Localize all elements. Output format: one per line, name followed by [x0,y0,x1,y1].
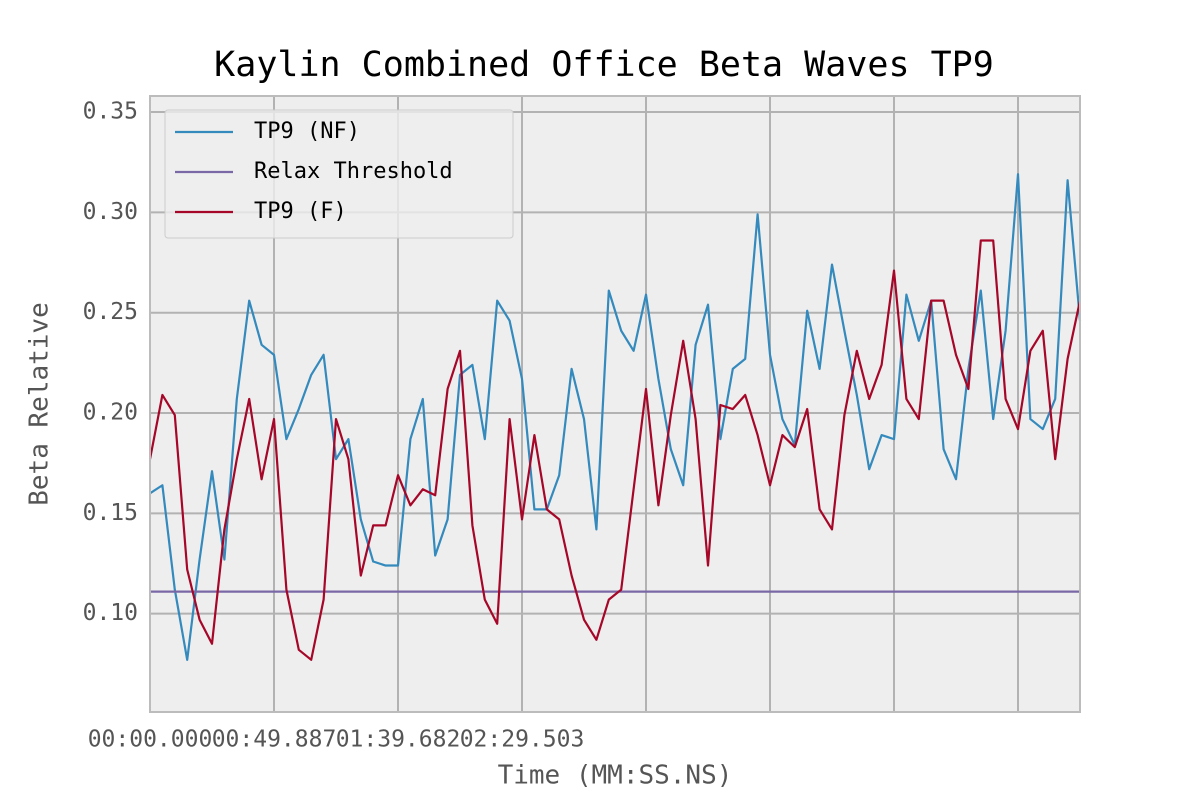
marks [148,173,1082,661]
y-tick-label: 0.20 [83,400,138,426]
plot-frame [149,95,1081,713]
y-tick-label: 0.10 [83,600,138,626]
y-tick-label: 0.25 [83,299,138,325]
x-tick-label: 01:39.682 [336,727,461,753]
chart-title: Kaylin Combined Office Beta Waves TP9 [214,45,994,85]
y-tick-label: 0.35 [83,99,138,125]
y-tick-label: 0.15 [83,500,138,526]
series-line [148,239,1082,661]
ticks: 0.10 0.15 0.20 0.25 0.30 0.35 00:00.000 00:49.8… [83,99,585,753]
x-tick-label: 00:00.000 [88,727,213,753]
y-axis-label: Beta Relative [25,302,55,506]
x-axis-label: Time (MM:SS.NS) [498,761,733,791]
legend-label: Relax Threshold [254,159,453,184]
legend-box [164,109,514,239]
legend-label: TP9 (NF) [254,119,360,144]
series-line [149,173,1082,661]
y-tick-label: 0.30 [83,199,138,225]
x-tick-label: 02:29.503 [460,727,585,753]
legend: TP9 (NF) Relax Threshold TP9 (F) [164,109,514,239]
legend-label: TP9 (F) [254,199,347,224]
x-tick-label: 00:49.887 [212,727,337,753]
